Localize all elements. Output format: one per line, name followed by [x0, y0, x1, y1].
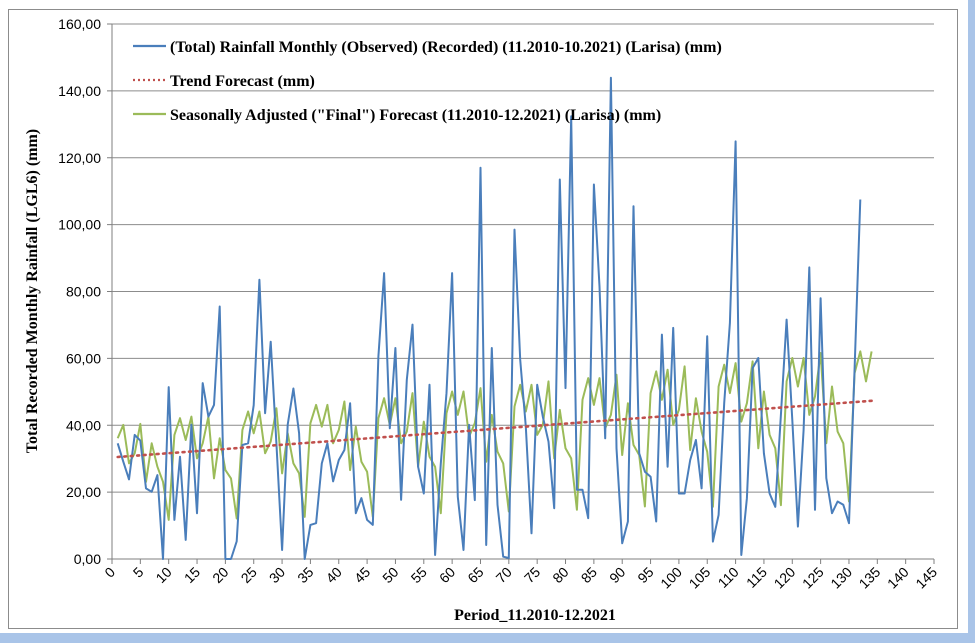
y-tick-label: 20,00 — [66, 484, 101, 500]
y-tick-label: 80,00 — [66, 284, 101, 300]
legend: (Total) Rainfall Monthly (Observed) (Rec… — [133, 39, 722, 124]
y-tick-label: 160,00 — [58, 16, 101, 32]
x-tick-label: 40 — [323, 564, 345, 586]
gridlines — [112, 23, 934, 493]
legend-label-trend: Trend Forecast (mm) — [170, 73, 315, 90]
x-tick-label: 125 — [799, 564, 827, 592]
x-tick-label: 0 — [101, 564, 118, 581]
x-tick-label: 100 — [657, 564, 685, 592]
x-tick-labels: 0 5 10 15 20 25 30 35 40 45 50 55 60 65 70 75 80 85 90 95 10… — [101, 559, 940, 592]
x-tick-label: 85 — [578, 564, 600, 586]
x-tick-label: 30 — [266, 564, 288, 586]
x-tick-label: 10 — [152, 564, 174, 586]
x-tick-label: 20 — [209, 564, 231, 586]
x-tick-label: 145 — [912, 564, 940, 592]
x-tick-label: 80 — [549, 564, 571, 586]
legend-label-seasonal: Seasonally Adjusted ("Final") Forecast (… — [170, 107, 661, 124]
x-tick-label: 45 — [351, 564, 373, 586]
window-edge-bottom — [0, 633, 975, 643]
y-tick-label: 100,00 — [58, 217, 101, 233]
y-tick-labels: 0,00 20,00 40,00 60,00 80,00 100,00 120,00 140,… — [58, 16, 112, 567]
series-line-observed — [116, 76, 862, 560]
series-line-trend — [116, 399, 873, 459]
x-tick-label: 50 — [379, 564, 401, 586]
x-axis-title: Period_11.2010-12.2021 — [454, 607, 616, 624]
x-tick-label: 90 — [606, 564, 628, 586]
x-tick-label: 95 — [634, 564, 656, 586]
x-tick-label: 60 — [436, 564, 458, 586]
window-edge-right — [968, 0, 975, 643]
series-lines — [116, 76, 873, 560]
x-tick-label: 65 — [464, 564, 486, 586]
x-tick-label: 55 — [408, 564, 430, 586]
y-axis-title: Total Recorded Monthly Rainfall (LGL6) (… — [24, 129, 41, 453]
legend-label-observed: (Total) Rainfall Monthly (Observed) (Rec… — [170, 39, 722, 56]
x-tick-label: 110 — [715, 564, 742, 591]
x-tick-label: 15 — [181, 564, 203, 586]
y-tick-label: 140,00 — [58, 83, 101, 99]
x-tick-label: 35 — [294, 564, 316, 586]
x-tick-label: 5 — [130, 564, 147, 581]
x-tick-label: 75 — [521, 564, 543, 586]
y-tick-label: 60,00 — [66, 350, 101, 366]
x-tick-label: 105 — [686, 564, 714, 592]
x-tick-label: 120 — [771, 564, 799, 592]
x-tick-label: 25 — [238, 564, 260, 586]
x-tick-label: 70 — [493, 564, 515, 586]
x-tick-label: 140 — [884, 564, 912, 592]
y-tick-label: 120,00 — [58, 150, 101, 166]
x-tick-label: 130 — [827, 564, 855, 592]
y-tick-label: 0,00 — [74, 551, 101, 567]
x-tick-label: 115 — [743, 564, 770, 591]
x-tick-label: 135 — [856, 564, 884, 592]
y-tick-label: 40,00 — [66, 417, 101, 433]
